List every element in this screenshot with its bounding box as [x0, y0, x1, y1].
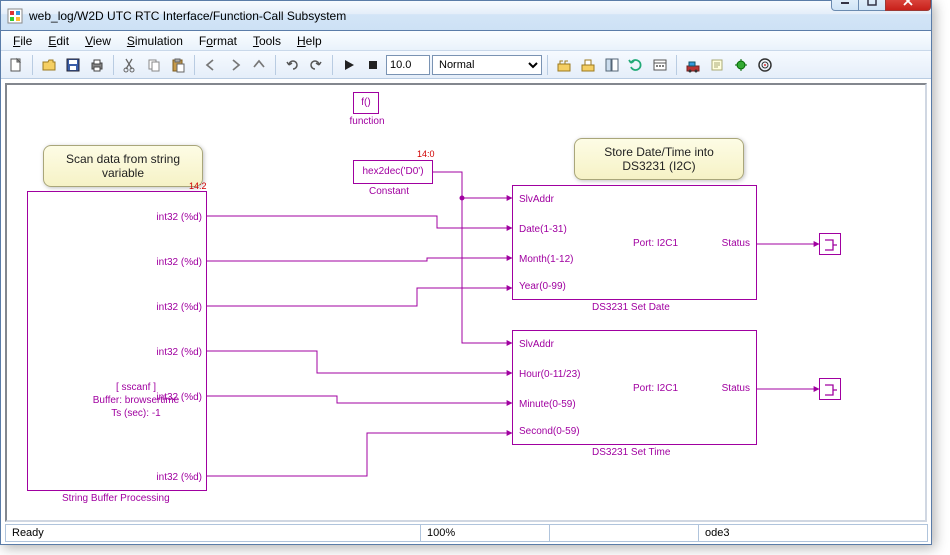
- start-sim-button[interactable]: [338, 54, 360, 76]
- maximize-button[interactable]: [858, 0, 886, 11]
- status-solver: ode3: [698, 524, 928, 542]
- build-button[interactable]: [553, 54, 575, 76]
- library-browser-button[interactable]: [682, 54, 704, 76]
- menu-tools[interactable]: Tools: [245, 32, 289, 50]
- nav-up-button[interactable]: [248, 54, 270, 76]
- model-advisor-button[interactable]: [706, 54, 728, 76]
- print-button[interactable]: [86, 54, 108, 76]
- menu-view[interactable]: View: [77, 32, 119, 50]
- new-model-button[interactable]: [5, 54, 27, 76]
- menu-label: elp: [306, 34, 322, 48]
- annotation-scan-text: Scan data from string variable: [66, 152, 180, 180]
- menu-edit[interactable]: Edit: [40, 32, 77, 50]
- title-bar: web_log/W2D UTC RTC Interface/Function-C…: [1, 1, 931, 31]
- save-button[interactable]: [62, 54, 84, 76]
- constant-text: hex2dec('D0'): [362, 166, 423, 177]
- menu-simulation[interactable]: Simulation: [119, 32, 191, 50]
- menu-label: dit: [56, 34, 69, 48]
- redo-button[interactable]: [305, 54, 327, 76]
- incremental-build-button[interactable]: [577, 54, 599, 76]
- close-button[interactable]: [885, 0, 931, 11]
- debug-button[interactable]: [730, 54, 752, 76]
- sscanf-out-3: int32 (%d): [156, 302, 202, 313]
- menu-label: imulation: [135, 34, 183, 48]
- terminator-date[interactable]: [819, 233, 841, 255]
- terminator-time[interactable]: [819, 378, 841, 400]
- menu-label: iew: [93, 34, 111, 48]
- minimize-button[interactable]: [831, 0, 859, 11]
- time-port: Port: I2C1: [633, 383, 678, 394]
- canvas-scroll[interactable]: f() function Scan data from string varia…: [5, 83, 927, 522]
- update-diagram-button[interactable]: [625, 54, 647, 76]
- paste-button[interactable]: [167, 54, 189, 76]
- constant-dim: 14:0: [417, 149, 435, 159]
- sscanf-out-6: int32 (%d): [156, 472, 202, 483]
- date-in-2: Date(1-31): [519, 224, 567, 235]
- time-in-4: Second(0-59): [519, 426, 580, 437]
- target-button[interactable]: [754, 54, 776, 76]
- time-label: DS3231 Set Time: [592, 447, 670, 458]
- menu-file[interactable]: File: [5, 32, 40, 50]
- menu-help[interactable]: Help: [289, 32, 330, 50]
- function-trigger-block[interactable]: f(): [353, 92, 379, 114]
- diagram-canvas: f() function Scan data from string varia…: [7, 85, 925, 520]
- app-window: web_log/W2D UTC RTC Interface/Function-C…: [0, 0, 932, 545]
- status-zoom: 100%: [420, 524, 550, 542]
- toolbar: Normal: [1, 51, 931, 79]
- sscanf-out-1: int32 (%d): [156, 212, 202, 223]
- constant-label: Constant: [369, 186, 409, 197]
- menu-label: ools: [259, 34, 281, 48]
- config-params-button[interactable]: [649, 54, 671, 76]
- menu-label: ile: [20, 34, 32, 48]
- nav-forward-button[interactable]: [224, 54, 246, 76]
- sscanf-out-4: int32 (%d): [156, 347, 202, 358]
- sscanf-dim: 14:2: [189, 181, 207, 191]
- app-icon: [7, 8, 23, 24]
- date-block[interactable]: SlvAddr Date(1-31) Month(1-12) Year(0-99…: [512, 185, 757, 300]
- nav-back-button[interactable]: [200, 54, 222, 76]
- date-out: Status: [722, 238, 750, 249]
- date-label: DS3231 Set Date: [592, 302, 670, 313]
- stop-time-input[interactable]: [386, 55, 430, 75]
- menu-label: rmat: [213, 34, 237, 48]
- sscanf-out-2: int32 (%d): [156, 257, 202, 268]
- time-out: Status: [722, 383, 750, 394]
- date-port: Port: I2C1: [633, 238, 678, 249]
- time-in-1: SlvAddr: [519, 339, 554, 350]
- undo-button[interactable]: [281, 54, 303, 76]
- date-in-4: Year(0-99): [519, 281, 566, 292]
- sim-mode-select[interactable]: Normal: [432, 55, 542, 75]
- time-in-2: Hour(0-11/23): [519, 369, 581, 380]
- copy-button[interactable]: [143, 54, 165, 76]
- function-symbol: f(): [361, 97, 370, 108]
- sscanf-label: String Buffer Processing: [62, 493, 170, 504]
- sscanf-line3: Ts (sec): -1: [86, 408, 186, 419]
- window-controls: [832, 0, 931, 11]
- window-title: web_log/W2D UTC RTC Interface/Function-C…: [29, 9, 832, 23]
- status-blank: [549, 524, 699, 542]
- cut-button[interactable]: [119, 54, 141, 76]
- constant-block[interactable]: hex2dec('D0'): [353, 160, 433, 184]
- stop-sim-button[interactable]: [362, 54, 384, 76]
- annotation-store: Store Date/Time into DS3231 (I2C): [574, 138, 744, 180]
- function-block-label: function: [347, 116, 387, 127]
- status-bar: Ready 100% ode3: [5, 524, 927, 542]
- date-in-3: Month(1-12): [519, 254, 573, 265]
- sscanf-out-5: int32 (%d): [156, 392, 202, 403]
- date-in-1: SlvAddr: [519, 194, 554, 205]
- status-ready: Ready: [5, 524, 421, 542]
- annotation-store-text: Store Date/Time into DS3231 (I2C): [604, 145, 714, 173]
- menu-format[interactable]: Format: [191, 32, 245, 50]
- annotation-scan: Scan data from string variable: [43, 145, 203, 187]
- time-in-3: Minute(0-59): [519, 399, 576, 410]
- sscanf-block[interactable]: [ sscanf ] Buffer: browsertime Ts (sec):…: [27, 191, 207, 491]
- open-button[interactable]: [38, 54, 60, 76]
- model-explorer-button[interactable]: [601, 54, 623, 76]
- time-block[interactable]: SlvAddr Hour(0-11/23) Minute(0-59) Secon…: [512, 330, 757, 445]
- menu-bar: File Edit View Simulation Format Tools H…: [1, 31, 931, 51]
